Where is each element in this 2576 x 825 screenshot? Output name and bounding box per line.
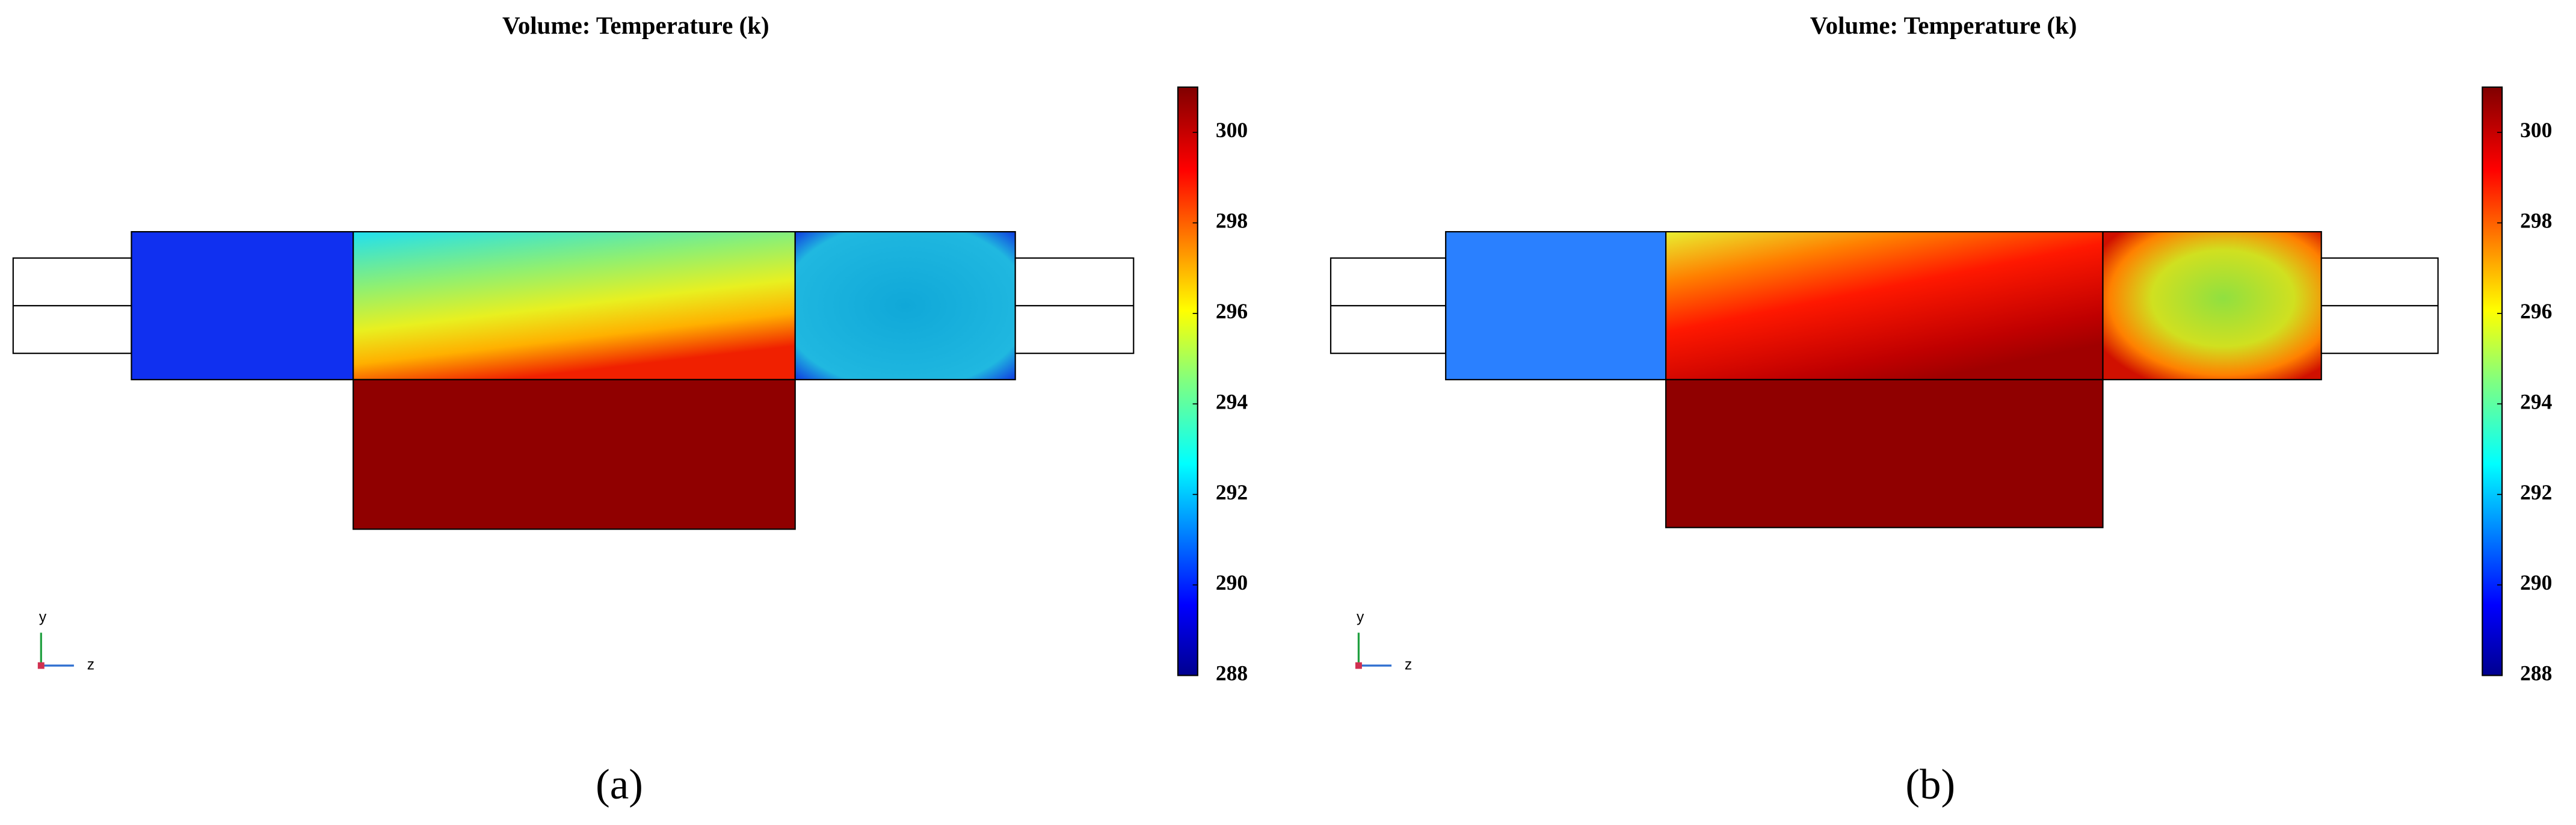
panel-a-geometry	[12, 86, 1198, 676]
colorbar-tick-label: 290	[2520, 570, 2552, 595]
colorbar-tick-label: 298	[2520, 209, 2552, 233]
colorbar-tick-label: 300	[1216, 118, 1248, 142]
colorbar-tick-label: 298	[1216, 209, 1248, 233]
panel-b-geometry	[1330, 86, 2503, 676]
colorbar-tick-label: 296	[1216, 299, 1248, 323]
axis-label-y: y	[39, 609, 47, 625]
colorbar-tick-label: 294	[2520, 389, 2553, 413]
panel-title: Volume: Temperature (k)	[502, 11, 769, 39]
colorbar-tick-label: 292	[1216, 480, 1248, 504]
colorbar-tick-label: 292	[2520, 480, 2552, 504]
axis-label-z: z	[87, 657, 94, 673]
panel-label: (a)	[596, 761, 643, 808]
panel-title: Volume: Temperature (k)	[1810, 11, 2077, 39]
axis-label-y: y	[1357, 609, 1364, 625]
axis-label-z: z	[1405, 657, 1412, 673]
panel-label: (b)	[1905, 761, 1955, 808]
colorbar-tick-label: 294	[1216, 389, 1248, 413]
colorbar-tick-label: 290	[1216, 570, 1248, 595]
colorbar-tick-label: 296	[2520, 299, 2552, 323]
axis-origin	[1355, 662, 1362, 669]
colorbar-tick-label: 300	[2520, 118, 2552, 142]
colorbar-tick-label: 288	[2520, 661, 2552, 685]
colorbar-tick-label: 288	[1216, 661, 1248, 685]
axis-origin	[37, 662, 45, 669]
